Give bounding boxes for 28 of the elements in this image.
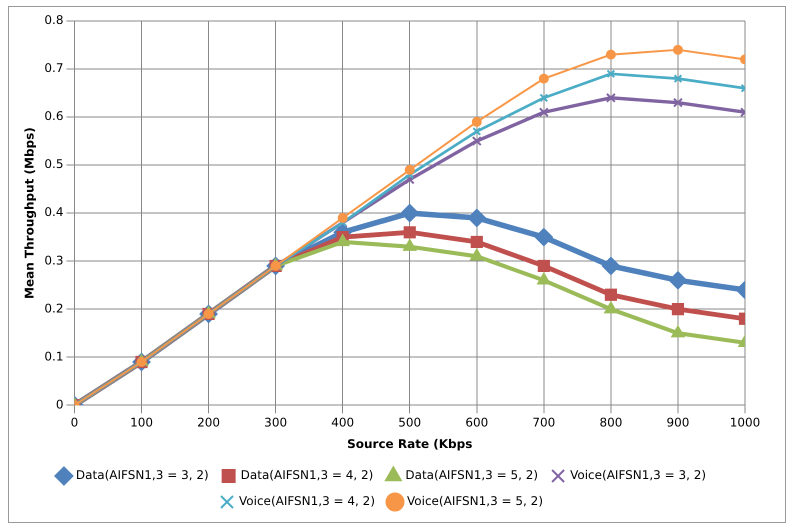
- x-tick-label: 300: [264, 416, 288, 430]
- y-tick-label: 0.4: [44, 205, 64, 220]
- y-tick-label: 0.8: [44, 13, 64, 28]
- legend-label: Data(AIFSN1,3 = 5, 2): [405, 468, 538, 482]
- y-tick-label: 0.6: [44, 109, 64, 124]
- x-tick-label: 900: [666, 416, 690, 430]
- x-tick-label: 100: [130, 416, 153, 430]
- x-tick-label: 0: [70, 416, 78, 430]
- y-axis-title: Mean Throughput (Mbps): [22, 127, 36, 299]
- y-tick-label: 0.5: [44, 157, 64, 172]
- x-tick-label: 800: [599, 416, 622, 430]
- legend-label: Data(AIFSN1,3 = 4, 2): [240, 468, 374, 482]
- x-axis-title: Source Rate (Kbps: [347, 436, 472, 451]
- y-tick-label: 0.2: [44, 301, 64, 316]
- legend-label: Voice(AIFSN1,3 = 4, 2): [239, 494, 376, 508]
- legend-label: Voice(AIFSN1,3 = 3, 2): [570, 468, 706, 482]
- y-tick-label: 0.3: [44, 253, 64, 268]
- x-tick-label: 500: [398, 416, 422, 430]
- y-tick-label: 0: [56, 397, 64, 412]
- x-tick-label: 600: [465, 416, 488, 430]
- legend-label: Data(AIFSN1,3 = 3, 2): [76, 468, 209, 482]
- legend-label: Voice(AIFSN1,3 = 5, 2): [407, 494, 543, 508]
- x-tick-label: 200: [197, 416, 220, 430]
- x-tick-label: 1000: [730, 416, 760, 430]
- y-tick-label: 0.7: [44, 61, 64, 76]
- x-tick-label: 400: [331, 416, 354, 430]
- y-tick-label: 0.1: [44, 349, 64, 364]
- x-tick-label: 700: [532, 416, 556, 430]
